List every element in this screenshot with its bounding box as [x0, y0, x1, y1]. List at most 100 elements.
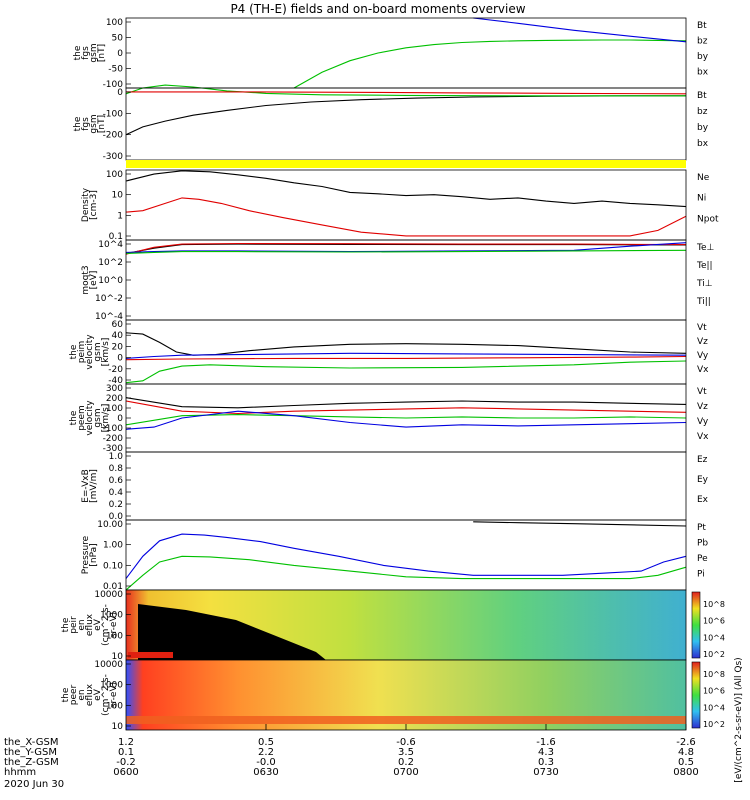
y-tick-label: 10.00	[97, 520, 123, 530]
y-tick-label: -100	[103, 424, 124, 434]
y-axis-label-line: eV	[93, 618, 103, 631]
x-tick-label: 4.8	[678, 747, 694, 758]
y-axis-label-line: E=-VxB	[81, 469, 91, 503]
y-tick-label: 40	[112, 331, 124, 341]
x-row-name: the_X-GSM	[4, 737, 58, 748]
series-line-Pe	[125, 555, 687, 591]
y-tick-label: 1	[117, 211, 123, 221]
colorbar-tick-label: 10^6	[703, 617, 725, 626]
series-line-Pi	[125, 533, 687, 579]
y-axis-label-line: velocity	[85, 400, 95, 436]
y-axis-label-line: the	[73, 116, 83, 131]
panel-10: 10^8 10^6 10^4 10^2 10000 1000 100 10 thepeerene…	[61, 659, 725, 732]
time-axis: the_X-GSM 1.2 0.5 -0.6 -1.6 -2.6 the_Y-GSM 0.1 2…	[4, 724, 699, 790]
y-axis-label-line: gsm	[93, 342, 103, 361]
x-tick-label: 4.3	[538, 747, 554, 758]
legend-entry: by	[697, 52, 709, 62]
y-axis-label-line: eflux	[85, 613, 95, 636]
y-tick-label: 100	[106, 170, 123, 180]
legend-entry: Vt	[697, 323, 707, 333]
legend-entry: Bt	[697, 21, 707, 31]
series-line-Vt	[125, 397, 687, 409]
series-line-by	[125, 84, 686, 97]
y-axis-label-line: the	[61, 617, 71, 632]
plot-title: P4 (TH-E) fields and on-board moments ov…	[230, 2, 525, 16]
y-tick-label: -200	[103, 131, 124, 141]
y-axis-label-line: [nT]	[97, 44, 107, 62]
legend-entry: Te||	[696, 261, 713, 271]
y-axis-label: E=-VxB[mV/m]	[81, 469, 99, 503]
y-tick-label: 0.8	[109, 464, 124, 474]
panel-4: Te⊥ Te|| Ti⊥ Ti|| 10^4 10^2 10^0 10^-2 10^-4 moqt…	[81, 239, 715, 322]
x-row-name: the_Y-GSM	[4, 747, 57, 758]
legend-entry: Ti||	[696, 297, 711, 307]
y-tick-label: 10000	[94, 660, 123, 670]
x-tick-label: 0.2	[398, 757, 414, 768]
y-axis-label-line: Pressure	[81, 535, 91, 574]
x-tick-label: -1.6	[536, 737, 556, 748]
legend-entry: Ne	[697, 173, 710, 183]
y-tick-label: 1.0	[109, 452, 124, 462]
y-tick-label: 0.2	[109, 500, 123, 510]
y-tick-label: 100	[106, 404, 123, 414]
series-line-Vz	[125, 355, 687, 361]
x-tick-label: 0.5	[258, 737, 274, 748]
legend-entry: Ti⊥	[696, 279, 713, 289]
y-axis-label-line: [mV/m]	[89, 469, 99, 503]
legend-entry: Bt	[697, 91, 707, 101]
y-tick-label: -100	[103, 109, 124, 119]
colorbar-tick-label: 10^4	[703, 633, 725, 642]
y-axis-label-line: the	[73, 45, 83, 60]
legend-entry: by	[697, 123, 709, 133]
y-tick-label: 100	[106, 631, 123, 641]
y-axis-label-line: en	[77, 689, 87, 700]
y-tick-label: 0	[117, 49, 123, 59]
y-tick-label: 10	[112, 191, 124, 201]
y-tick-label: -100	[103, 80, 124, 90]
panel-frame	[125, 519, 687, 591]
colorbar-tick-label: 10^2	[703, 650, 725, 659]
legend-entry: Ex	[697, 495, 709, 505]
y-tick-label: 1000	[100, 681, 123, 691]
y-axis-label-line: peir	[69, 616, 79, 634]
colorbar-tick-label: 10^4	[703, 703, 725, 712]
colorbar-tick-label: 10^6	[703, 687, 725, 696]
legend-entry: Vx	[697, 365, 709, 375]
y-axis-label-line: gsm	[93, 408, 103, 427]
no-counts-region	[138, 604, 326, 660]
legend-entry: Vz	[697, 337, 708, 347]
legend-entry: bz	[697, 37, 708, 47]
y-tick-label: 10000	[94, 590, 123, 600]
x-tick-label: -0.6	[396, 737, 416, 748]
y-tick-label: 0.10	[103, 561, 123, 571]
series-line-bz	[126, 91, 687, 95]
colorbar-tick-label: 10^8	[703, 670, 725, 679]
quality-flag-bar	[126, 160, 686, 168]
y-axis-label-line: gsm	[89, 43, 99, 62]
y-tick-label: 300	[106, 384, 123, 394]
colorbar	[691, 661, 701, 729]
series-line-Pt	[473, 521, 687, 527]
x-tick-label: -0.2	[116, 757, 136, 768]
series-line-Te⊥	[125, 242, 687, 255]
x-tick-label: 3.5	[398, 747, 414, 758]
y-axis-label-line: moqt3	[81, 265, 91, 294]
y-axis-label-line: velocity	[85, 334, 95, 370]
series-line-Ni	[125, 170, 687, 208]
x-tick-label: 0730	[533, 767, 558, 778]
panel-7: Ez Ey Ex 1.0 0.8 0.6 0.4 0.2 0.0 E=-VxB[mV/m]	[81, 451, 709, 522]
legend-entry: Ey	[697, 475, 709, 485]
y-tick-label: -300	[103, 444, 124, 454]
y-tick-label: 20	[112, 342, 124, 352]
colorbar-tick-label: 10^2	[703, 720, 725, 729]
panel-8: Pt Pb Pe Pi 10.00 1.00 0.10 0.01 Pressure[nPa]	[81, 519, 708, 592]
y-tick-label: 0	[117, 88, 123, 98]
series-line-Vx	[125, 410, 687, 430]
